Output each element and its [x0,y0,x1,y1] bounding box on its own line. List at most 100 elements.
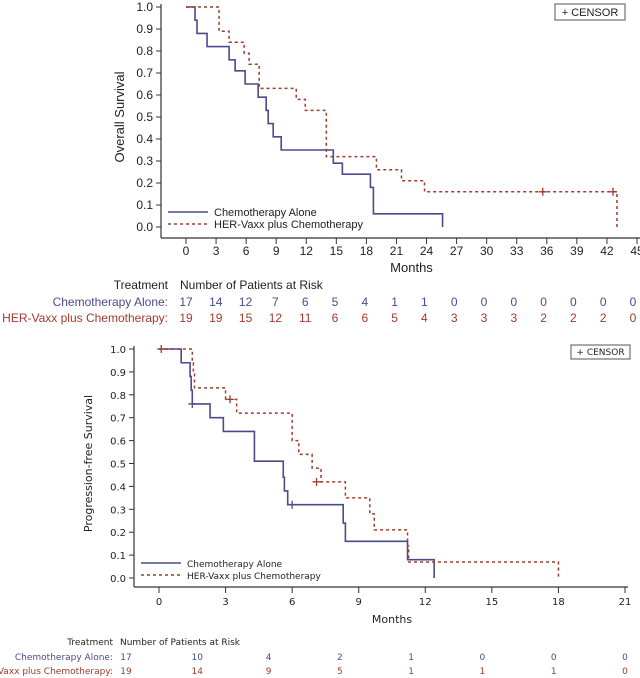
pfs-x-tick-label: 6 [289,597,295,608]
pfs-y-tick-label: 0.4 [110,482,126,493]
pfs-y-axis-label: Progression-free Survival [82,395,95,532]
pfs-y-tick-label: 0.8 [110,391,126,402]
os-risk-value: 19 [209,311,223,325]
os-x-tick-label: 12 [300,244,314,258]
os-risk-value: 1 [421,295,428,309]
os-risk-value: 1 [391,295,398,309]
pfs-risk-value: 2 [337,653,343,663]
os-risk-header-number: Number of Patients at Risk [180,278,324,292]
pfs-risk-header-number: Number of Patients at Risk [120,638,241,648]
pfs-risk-value: 9 [266,667,272,677]
os-risk-value: 3 [451,311,458,325]
pfs-risk-value: 0 [622,667,628,677]
os-x-tick-label: 21 [390,244,404,258]
pfs-x-tick-label: 3 [222,597,228,608]
os-y-tick-label: 0.5 [136,110,153,124]
pfs-risk-row-label: HER-Vaxx plus Chemotherapy: [0,667,113,677]
os-y-tick-label: 1.0 [136,0,153,14]
os-risk-value: 11 [299,311,312,325]
os-y-tick-label: 0.7 [136,66,153,80]
pfs-risk-value: 4 [266,653,272,663]
pfs-risk-value: 1 [408,667,414,677]
os-x-axis-label: Months [390,260,433,275]
pfs-censor-mark [288,500,297,509]
pfs-risk-value: 17 [120,653,131,663]
pfs-risk-value: 19 [120,667,132,677]
pfs-x-tick-label: 9 [356,597,362,608]
os-risk-value: 6 [332,311,339,325]
os-y-tick-label: 0.1 [136,198,153,212]
os-x-tick-label: 27 [450,244,464,258]
pfs-x-tick-label: 15 [485,597,498,608]
os-risk-value: 0 [481,295,488,309]
os-risk-row-label: HER-Vaxx plus Chemotherapy: [2,311,168,325]
pfs-censor-legend-label: + CENSOR [576,348,624,358]
pfs-censor-mark [312,477,321,486]
os-legend-label-chemo: Chemotherapy Alone [214,207,317,219]
os-risk-value: 6 [302,295,309,309]
os-risk-value: 0 [630,295,637,309]
os-y-tick-label: 0.6 [136,88,153,102]
os-risk-value: 2 [570,311,577,325]
os-risk-value: 4 [421,311,428,325]
pfs-y-tick-label: 0.3 [110,505,126,516]
pfs-risk-value: 0 [622,653,628,663]
pfs-legend-label-chemo: Chemotherapy Alone [187,560,283,570]
pfs-risk-value: 14 [192,667,204,677]
os-risk-value: 12 [269,311,283,325]
os-risk-header-treatment: Treatment [114,278,169,292]
os-risk-value: 0 [600,295,607,309]
os-y-tick-label: 0.3 [136,154,153,168]
os-risk-value: 0 [630,311,637,325]
os-risk-value: 19 [179,311,193,325]
os-risk-value: 7 [272,295,279,309]
pfs-risk-value: 1 [408,653,414,663]
os-x-tick-label: 30 [480,244,494,258]
os-series-chemo-line [186,6,444,227]
pfs-risk-value: 1 [551,667,557,677]
pfs-y-tick-label: 0.0 [110,574,126,585]
os-risk-value: 4 [361,295,368,309]
os-x-tick-label: 33 [510,244,524,258]
os-x-tick-label: 9 [273,244,280,258]
os-risk-value: 15 [239,311,253,325]
os-risk-value: 14 [209,295,223,309]
os-risk-value: 2 [600,311,607,325]
pfs-censor-legend-box [570,344,631,360]
pfs-censor-mark [188,399,197,408]
os-censor-mark [608,187,617,196]
os-risk-row-label: Chemotherapy Alone: [53,295,168,309]
pfs-x-axis-label: Months [372,613,412,626]
os-series-hervaxx-line [186,6,618,227]
os-x-tick-label: 39 [570,244,584,258]
os-x-tick-label: 15 [330,244,344,258]
pfs-y-tick-label: 0.1 [110,551,126,562]
os-risk-value: 2 [540,311,547,325]
pfs-x-tick-label: 0 [156,597,162,608]
os-x-tick-label: 3 [213,244,220,258]
os-censor-legend-box [554,3,626,21]
os-y-tick-label: 0.9 [136,22,153,36]
os-y-tick-label: 0.0 [136,220,153,234]
os-risk-value: 17 [179,295,193,309]
os-risk-value: 0 [451,295,458,309]
os-risk-value: 3 [481,311,488,325]
os-x-tick-label: 24 [420,244,434,258]
os-risk-value: 5 [332,295,339,309]
os-x-tick-label: 42 [600,244,614,258]
os-legend-label-hervaxx: HER-Vaxx plus Chemotherapy [214,219,363,231]
os-x-tick-label: 36 [540,244,554,258]
os-risk-value: 0 [510,295,517,309]
os-y-tick-label: 0.8 [136,44,153,58]
pfs-y-tick-label: 1.0 [110,345,126,356]
pfs-risk-value: 0 [480,653,486,663]
os-x-tick-label: 0 [183,244,190,258]
os-x-tick-label: 18 [360,244,374,258]
pfs-y-tick-label: 0.7 [110,414,126,425]
pfs-y-tick-label: 0.5 [110,460,126,471]
pfs-y-tick-label: 0.9 [110,368,126,379]
os-risk-value: 3 [510,311,517,325]
pfs-censor-mark [226,395,235,404]
pfs-legend-label-hervaxx: HER-Vaxx plus Chemotherapy [187,572,322,582]
